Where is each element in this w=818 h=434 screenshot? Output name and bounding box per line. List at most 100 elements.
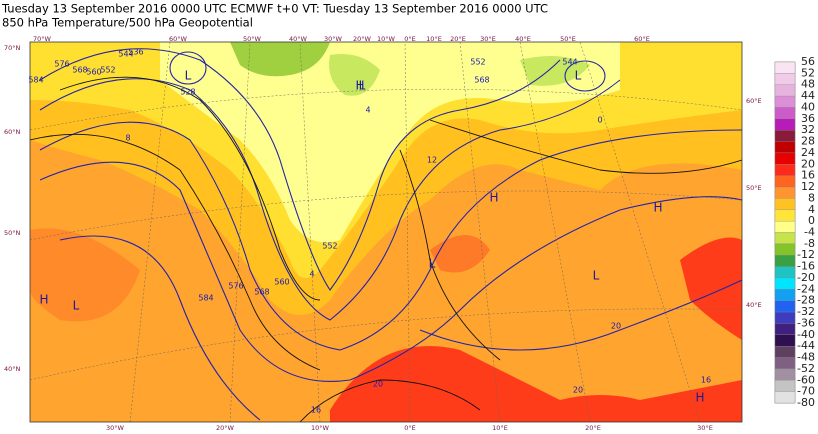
contour-label: 536: [128, 48, 143, 57]
pressure-system-label: H: [695, 391, 704, 405]
bottom-lon-label: 20°W: [216, 424, 235, 432]
contour-label: 0: [597, 116, 602, 125]
contour-label: 8: [125, 134, 130, 143]
contour-label: 544: [118, 50, 133, 59]
colorbar-label: -24: [797, 282, 815, 295]
colorbar-swatch: [774, 346, 796, 358]
contour-label: 20: [373, 380, 383, 389]
contour-label: 584: [28, 76, 43, 85]
contour-label: 552: [322, 242, 337, 251]
colorbar-label: 40: [801, 100, 815, 113]
lat-label: 60°N: [4, 128, 21, 136]
contour-label: 576: [228, 282, 243, 291]
colorbar-swatch: [774, 198, 796, 210]
contour-label: 20: [573, 386, 583, 395]
contour-label: 560: [274, 278, 289, 287]
colorbar-label: -8: [804, 237, 815, 250]
colorbar-label: -60: [797, 373, 815, 386]
pressure-system-label: H: [653, 201, 662, 215]
colorbar-label: -4: [804, 226, 815, 239]
top-lon-label: 40°W: [289, 35, 308, 43]
contour-label: 544: [562, 58, 577, 67]
map-labels: 70°W 60°W 50°W 40°W 30°W 20°W 10°W 0°E 10°E 20°E 3…: [4, 35, 762, 432]
colorbar-swatch: [774, 130, 796, 142]
header-line-2: 850 hPa Temperature/500 hPa Geopotential: [2, 16, 253, 30]
colorbar-label: -80: [797, 396, 815, 409]
colorbar-swatch: [774, 107, 796, 119]
colorbar-label: 8: [808, 191, 815, 204]
top-lon-label: 50°E: [560, 35, 576, 43]
colorbar-swatch: [774, 289, 796, 301]
contour-label: 20: [611, 322, 621, 331]
geopotential-contours: [39, 48, 742, 421]
top-lon-label: 30°W: [324, 35, 343, 43]
contour-label: 576: [54, 60, 69, 69]
colorbar-swatch: [774, 73, 796, 85]
top-lon-label: 60°E: [634, 35, 650, 43]
colorbar-label: 12: [801, 180, 815, 193]
colorbar-swatch: [774, 209, 796, 222]
colorbar-label: 28: [801, 135, 815, 148]
top-lon-label: 20°E: [450, 35, 466, 43]
colorbar-swatch: [774, 323, 796, 335]
top-lon-label: 10°W: [377, 35, 396, 43]
right-lon-label: 60°E: [746, 97, 762, 105]
contour-label: 16: [311, 406, 321, 415]
top-lon-label: 10°E: [426, 35, 442, 43]
colorbar-swatch: [774, 311, 796, 324]
colorbar-swatch: [774, 266, 796, 279]
contour-label: 568: [254, 288, 269, 297]
colorbar-label: -48: [797, 351, 815, 364]
colorbar-label: 32: [801, 123, 815, 136]
header-line-1: Tuesday 13 September 2016 0000 UTC ECMWF…: [1, 2, 548, 16]
colorbar-swatch: [774, 152, 796, 165]
colorbar-label: 36: [801, 112, 815, 125]
pressure-system-label: L: [593, 269, 600, 283]
contour-label: 552: [100, 66, 115, 75]
colorbar-label: -44: [797, 339, 815, 352]
bottom-lon-label: 0°E: [404, 424, 416, 432]
colorbar-swatch: [774, 186, 796, 199]
contour-label: 584: [198, 294, 213, 303]
pressure-system-label: H: [39, 293, 48, 307]
lat-label: 50°N: [4, 229, 21, 237]
colorbar-swatch: [774, 391, 796, 404]
colorbar-label: -40: [797, 328, 815, 341]
top-lon-label: 0°E: [404, 35, 416, 43]
colorbar-swatch: [774, 300, 796, 313]
colorbar-label: 52: [801, 66, 815, 79]
bottom-lon-label: 30°W: [106, 424, 125, 432]
contour-label: 12: [427, 156, 437, 165]
top-lon-label: 70°W: [33, 35, 52, 43]
contour-label: 528: [180, 88, 195, 97]
colorbar-label: 48: [801, 78, 815, 91]
colorbar-label: -28: [797, 294, 815, 307]
colorbar-swatch: [774, 84, 796, 97]
right-lon-label: 50°E: [746, 184, 762, 192]
pressure-system-label: H: [355, 79, 364, 93]
colorbar-swatch: [774, 357, 796, 370]
colorbar-label: 4: [808, 203, 815, 216]
colorbar-label: -12: [797, 248, 815, 261]
lat-label: 70°N: [4, 44, 21, 52]
pressure-system-label: L: [185, 69, 192, 83]
temperature-contours: [30, 76, 742, 422]
colorbar-swatch: [774, 61, 796, 74]
colorbar-label: 56: [801, 55, 815, 68]
colorbar-swatch: [774, 95, 796, 108]
colorbar-label: 20: [801, 157, 815, 170]
pressure-system-label: H: [489, 191, 498, 205]
colorbar-label: -16: [797, 260, 815, 273]
contour-label: 552: [470, 58, 485, 67]
colorbar-label: 16: [801, 169, 815, 182]
colorbar-label: 0: [808, 214, 815, 227]
contour-label: 568: [474, 76, 489, 85]
contour-label: 16: [701, 376, 711, 385]
pressure-system-label: L: [359, 79, 366, 93]
colorbar-swatch: [774, 164, 796, 176]
top-lon-label: 40°E: [515, 35, 531, 43]
colorbar-swatch: [774, 220, 796, 233]
colorbar-swatch: [774, 380, 796, 392]
contour-label: 560: [86, 68, 101, 77]
colorbar-swatch: [774, 141, 796, 154]
